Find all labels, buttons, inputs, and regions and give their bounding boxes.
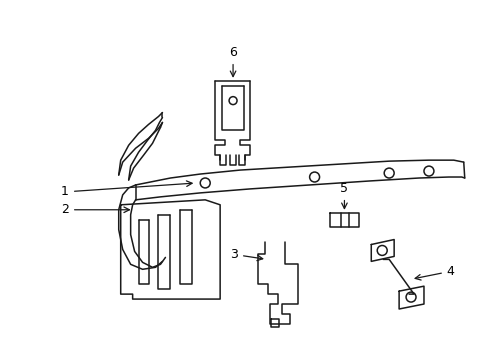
Text: 4: 4: [414, 265, 454, 280]
Text: 5: 5: [340, 182, 348, 208]
Text: 1: 1: [61, 181, 192, 198]
Text: 6: 6: [229, 46, 237, 77]
Text: 3: 3: [230, 248, 262, 261]
Text: 2: 2: [61, 203, 129, 216]
